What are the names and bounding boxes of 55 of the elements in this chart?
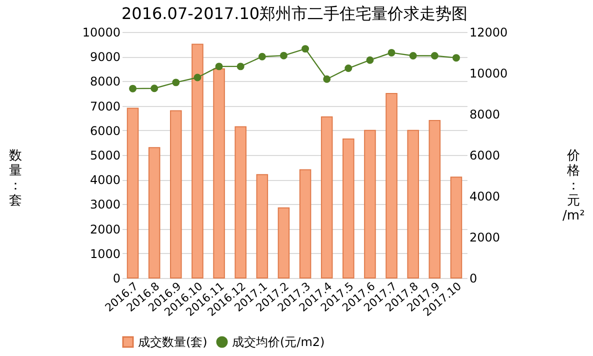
y2-tick-label: 8000 (470, 108, 500, 122)
point (323, 75, 331, 83)
bar (428, 120, 441, 278)
y-tick-label: 9000 (90, 50, 120, 64)
y2-tick-label: 0 (470, 272, 478, 286)
y-tick-label: 1000 (90, 246, 120, 261)
bar (407, 130, 419, 278)
y-tick-label: 3000 (90, 198, 120, 212)
bar (213, 68, 225, 278)
bar (256, 174, 268, 278)
bar (364, 130, 376, 278)
legend-label: 成交均价(元/m2) (232, 335, 325, 349)
point (194, 74, 202, 82)
point (302, 45, 310, 53)
point (236, 62, 244, 70)
y-tick-label: 4000 (90, 173, 120, 188)
point (344, 64, 352, 72)
point (258, 52, 266, 60)
y2-tick-label: 12000 (470, 26, 508, 40)
point (150, 84, 158, 92)
y-tick-label: 2000 (90, 222, 120, 236)
bar (450, 176, 462, 278)
y-tick-label: 10000 (82, 26, 120, 40)
legend-label: 成交数量(套) (138, 335, 208, 349)
point (215, 62, 223, 70)
chart-title: 2016.07-2017.10郑州市二手住宅量价求走势图 (121, 4, 468, 23)
point (452, 54, 460, 62)
bar (320, 116, 333, 278)
point (430, 52, 438, 60)
bar (278, 207, 290, 278)
bar (386, 93, 398, 278)
y-tick-label: 6000 (90, 124, 120, 138)
y-tick-label: 5000 (90, 148, 120, 162)
point (280, 52, 288, 60)
point (129, 84, 137, 92)
y2-tick-label: 6000 (470, 148, 500, 162)
bar (234, 126, 246, 278)
y-tick-label: 0 (112, 272, 120, 286)
point (366, 56, 374, 64)
bar (148, 147, 160, 278)
y2-tick-label: 10000 (470, 66, 508, 80)
bar (342, 138, 354, 278)
point (409, 52, 417, 60)
bar (299, 169, 312, 278)
y2-axis-title: 价格：元/m² (562, 148, 585, 224)
point (388, 48, 396, 56)
y-axis-title: 数量：套 (8, 148, 22, 208)
y-tick-label: 8000 (90, 74, 120, 89)
y2-tick-label: 2000 (470, 230, 500, 244)
bar (126, 108, 139, 278)
y-tick-label: 7000 (90, 99, 120, 114)
point (172, 78, 180, 86)
bar (192, 44, 204, 278)
bar (170, 110, 182, 278)
y2-tick-label: 4000 (470, 190, 500, 204)
